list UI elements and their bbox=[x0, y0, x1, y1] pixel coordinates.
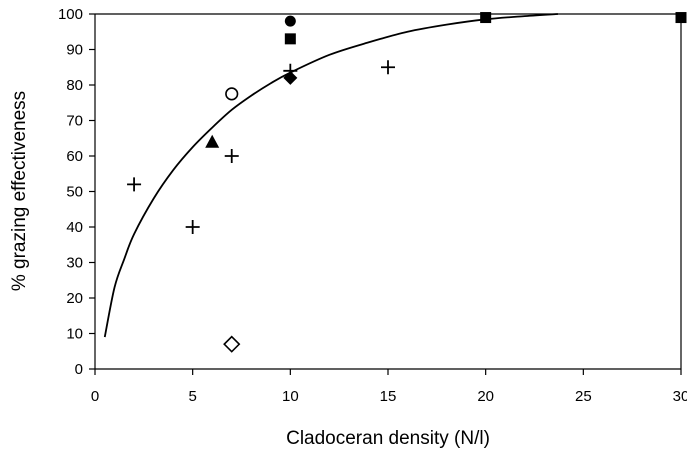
x-ticks: 0 5 10 15 20 25 30 bbox=[91, 369, 687, 405]
filled-diamond-point bbox=[283, 70, 298, 85]
filled-circle-point bbox=[284, 15, 296, 27]
x-axis-title: Cladoceran density (N/l) bbox=[286, 428, 490, 449]
filled-square-point bbox=[284, 33, 296, 45]
y-tick-label: 0 bbox=[75, 361, 83, 378]
plus-point bbox=[381, 60, 395, 75]
y-axis-title: % grazing effectiveness bbox=[9, 91, 30, 291]
plus-point bbox=[224, 149, 239, 163]
y-tick-label: 60 bbox=[66, 148, 83, 165]
x-tick-label: 30 bbox=[673, 388, 687, 405]
plot-area bbox=[95, 13, 682, 369]
y-tick-label: 40 bbox=[66, 219, 83, 236]
y-tick-label: 70 bbox=[66, 113, 83, 130]
open-circle-point bbox=[225, 87, 239, 101]
y-tick-label: 10 bbox=[66, 326, 83, 343]
y-tick-label: 80 bbox=[66, 77, 83, 94]
plus-point bbox=[185, 220, 200, 234]
data-markers bbox=[127, 12, 687, 353]
y-tick-label: 100 bbox=[58, 6, 83, 23]
x-tick-label: 25 bbox=[575, 388, 592, 405]
y-tick-label: 50 bbox=[66, 184, 83, 201]
fit-curve bbox=[103, 13, 558, 338]
x-tick-label: 20 bbox=[477, 388, 494, 405]
y-ticks: 0 10 20 30 40 50 60 70 80 90 100 bbox=[58, 6, 95, 378]
y-tick-label: 20 bbox=[66, 290, 83, 307]
filled-square-point bbox=[675, 12, 687, 24]
x-tick-label: 15 bbox=[380, 388, 397, 405]
filled-square-point bbox=[480, 12, 492, 24]
x-tick-label: 5 bbox=[188, 388, 196, 405]
y-tick-label: 90 bbox=[66, 42, 83, 59]
x-tick-label: 10 bbox=[282, 388, 299, 405]
y-tick-label: 30 bbox=[66, 255, 83, 272]
filled-triangle-point bbox=[205, 134, 220, 148]
plus-point bbox=[127, 177, 142, 192]
open-diamond-point bbox=[223, 335, 241, 353]
x-tick-label: 0 bbox=[91, 388, 99, 405]
